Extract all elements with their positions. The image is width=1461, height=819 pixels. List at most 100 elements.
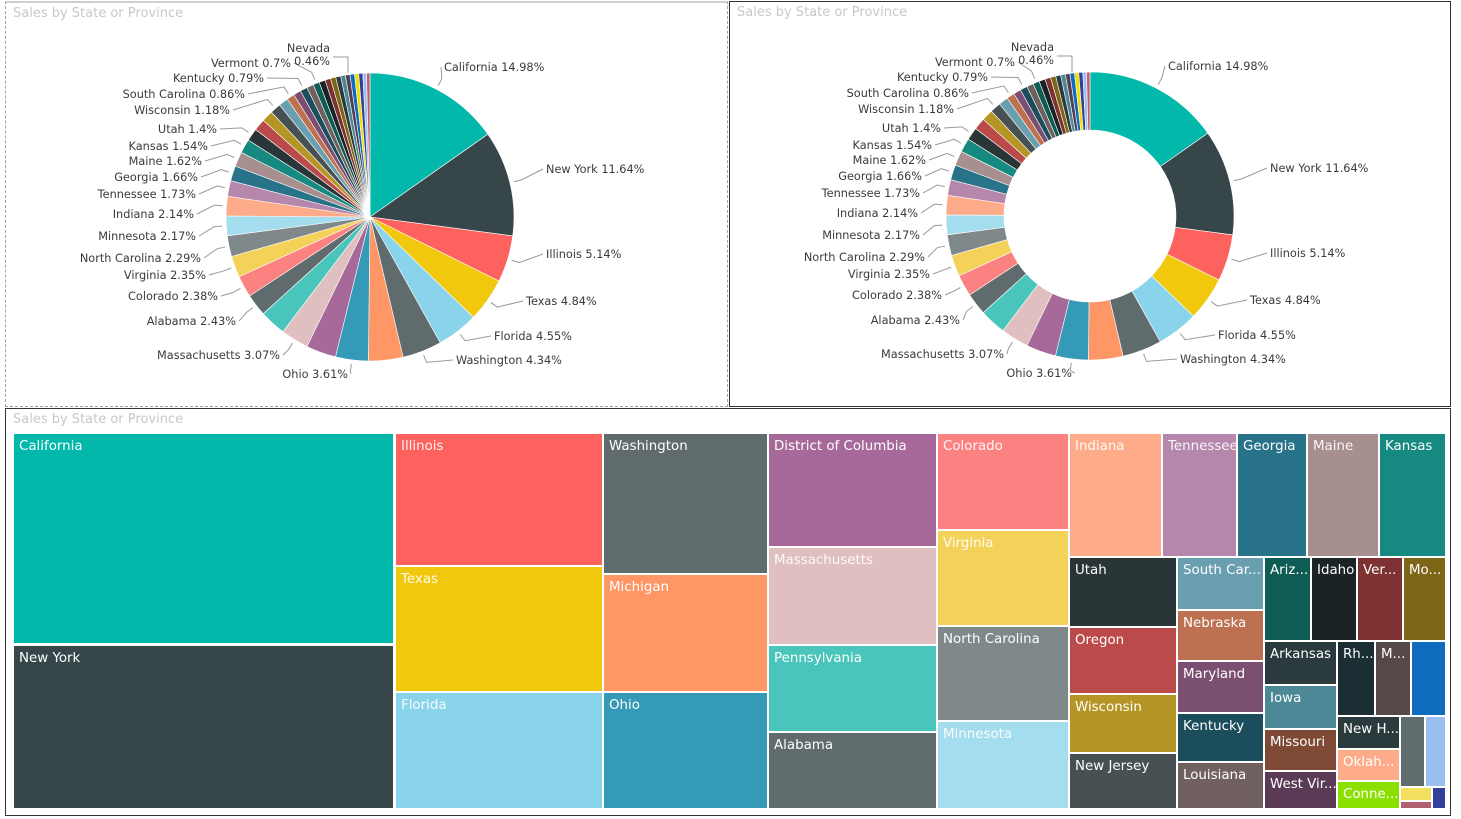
pie-chart-visual[interactable]: Sales by State or Province California 14… [5, 1, 728, 407]
pie-data-label: Virginia 2.35% [124, 269, 206, 282]
donut-data-label: South Carolina 0.86% [847, 87, 970, 100]
treemap-tile-label: Michigan [609, 580, 670, 595]
donut-slice-other-41[interactable] [1086, 71, 1091, 131]
pie-leader-line [203, 246, 226, 259]
treemap-visual[interactable]: Sales by State or Province California New… [5, 408, 1451, 816]
pie-chart[interactable]: California 14.98% New York 11.64% Illinois… [6, 3, 727, 406]
treemap-tile-tennessee[interactable]: Tennessee [1162, 433, 1237, 557]
treemap-tile-mo[interactable]: Mo... [1403, 557, 1446, 641]
treemap-tile-m[interactable]: M... [1375, 641, 1411, 716]
pie-data-label: 0.46% [294, 55, 330, 68]
pie-slice-california[interactable] [369, 72, 489, 218]
treemap-tile-new-jersey[interactable]: New Jersey [1069, 753, 1177, 809]
treemap-tile-other-46[interactable] [1400, 787, 1432, 801]
pie-slice-new-york[interactable] [369, 133, 515, 237]
treemap-tile-utah[interactable]: Utah [1069, 557, 1177, 627]
treemap-tile-florida[interactable]: Florida [395, 692, 603, 809]
treemap-tile-label: Florida [401, 698, 447, 713]
treemap-tile-pennsylvania[interactable]: Pennsylvania [768, 645, 937, 732]
treemap-tile-maine[interactable]: Maine [1307, 433, 1379, 557]
treemap-tile-maryland[interactable]: Maryland [1177, 661, 1264, 713]
treemap-tile-new-h[interactable]: New H... [1337, 716, 1400, 749]
treemap-tile-michigan[interactable]: Michigan [603, 574, 768, 692]
treemap-tile-conne[interactable]: Conne... [1337, 781, 1400, 809]
treemap-tile-georgia[interactable]: Georgia [1237, 433, 1307, 557]
treemap-tile-north-carolina[interactable]: North Carolina [937, 626, 1069, 721]
treemap-tile-wisconsin[interactable]: Wisconsin [1069, 694, 1177, 753]
donut-data-label: Tennessee 1.73% [821, 187, 921, 200]
treemap-tile-louisiana[interactable]: Louisiana [1177, 762, 1264, 809]
treemap-tile-other-48[interactable] [1400, 801, 1432, 809]
pie-leader-line [459, 334, 492, 342]
pie-leader-line [266, 77, 303, 86]
treemap-tile-label: Conne... [1343, 787, 1399, 802]
treemap-tile-massachusetts[interactable]: Massachusetts [768, 547, 937, 645]
treemap-tile-other-40[interactable] [1411, 641, 1446, 716]
donut-leader-line [920, 203, 943, 214]
treemap-tile-label: Colorado [943, 439, 1003, 454]
donut-leader-line [962, 306, 974, 321]
treemap-tile-west-vir[interactable]: West Vir... [1264, 771, 1337, 809]
treemap-tile-missouri[interactable]: Missouri [1264, 729, 1337, 771]
pie-leader-line [423, 354, 454, 363]
pie-leader-line [232, 98, 274, 111]
treemap-tile-label: Georgia [1243, 439, 1296, 454]
treemap-tile-kentucky[interactable]: Kentucky [1177, 713, 1264, 762]
donut-leader-line [971, 85, 1009, 94]
donut-data-label: Massachusetts 3.07% [881, 348, 1004, 361]
treemap-tile-colorado[interactable]: Colorado [937, 433, 1069, 530]
treemap-tile-nebraska[interactable]: Nebraska [1177, 610, 1264, 661]
treemap-tile-label: Maryland [1183, 667, 1246, 682]
treemap-tile-oklah[interactable]: Oklah... [1337, 749, 1400, 781]
treemap-tile-label: Illinois [401, 439, 444, 454]
donut-leader-line [1143, 353, 1178, 362]
donut-leader-line [1210, 299, 1248, 307]
treemap-tile-label: Missouri [1270, 735, 1326, 750]
donut-data-label: Alabama 2.43% [871, 314, 961, 327]
treemap-tile-alabama[interactable]: Alabama [768, 732, 937, 809]
donut-chart[interactable]: California 14.98% New York 11.64% Illinois… [730, 2, 1450, 406]
treemap-tile-california[interactable]: California [13, 433, 394, 644]
treemap-tile-arkansas[interactable]: Arkansas [1264, 641, 1337, 685]
treemap-tile-rh[interactable]: Rh... [1337, 641, 1375, 716]
pie-data-label: South Carolina 0.86% [123, 88, 246, 101]
treemap-tile-south-car[interactable]: South Car... [1177, 557, 1264, 610]
treemap-tile-iowa[interactable]: Iowa [1264, 685, 1337, 729]
treemap-tile-virginia[interactable]: Virginia [937, 530, 1069, 626]
pie-data-label: Colorado 2.38% [128, 290, 218, 303]
treemap-tile-label: Minnesota [943, 727, 1013, 742]
treemap-tile-texas[interactable]: Texas [395, 566, 603, 692]
treemap-tile-ohio[interactable]: Ohio [603, 692, 768, 809]
treemap-tile-label: Tennessee [1168, 439, 1237, 454]
donut-data-label: Florida 4.55% [1218, 329, 1296, 342]
treemap-tile-indiana[interactable]: Indiana [1069, 433, 1162, 557]
donut-data-label: Colorado 2.38% [852, 289, 942, 302]
treemap-tile-oregon[interactable]: Oregon [1069, 627, 1177, 694]
pie-leader-line [210, 139, 242, 147]
pie-data-label: Georgia 1.66% [114, 171, 198, 184]
treemap-tile-ariz[interactable]: Ariz... [1264, 557, 1311, 641]
donut-chart-visual[interactable]: Sales by State or Province California 14… [729, 1, 1451, 407]
treemap-tile-other-47[interactable] [1432, 787, 1446, 809]
treemap-tile-minnesota[interactable]: Minnesota [937, 721, 1069, 809]
treemap-tile-new-york[interactable]: New York [13, 645, 394, 809]
pie-data-label: Vermont 0.7% [211, 57, 291, 70]
treemap-tile-label: Arkansas [1270, 647, 1332, 662]
treemap-tile-ver[interactable]: Ver... [1357, 557, 1403, 641]
pie-data-label: Illinois 5.14% [546, 248, 622, 261]
pie-leader-line [204, 153, 235, 162]
pie-slice-other-41[interactable] [366, 72, 371, 218]
treemap-tile-label: North Carolina [943, 632, 1040, 647]
donut-data-label: Virginia 2.35% [848, 268, 930, 281]
donut-leader-line [1006, 341, 1013, 355]
treemap-tile-district-of-columbia[interactable]: District of Columbia [768, 433, 937, 547]
donut-leader-line [1069, 362, 1076, 374]
treemap-tile-other-44[interactable] [1400, 716, 1425, 787]
treemap-tile-other-45[interactable] [1425, 716, 1446, 787]
treemap-tile-label: Kentucky [1183, 719, 1245, 734]
treemap-tile-kansas[interactable]: Kansas [1379, 433, 1446, 557]
treemap-tile-washington[interactable]: Washington [603, 433, 768, 574]
treemap-tile-label: Idaho [1317, 563, 1355, 578]
treemap-tile-illinois[interactable]: Illinois [395, 433, 603, 566]
treemap-tile-idaho[interactable]: Idaho [1311, 557, 1357, 641]
